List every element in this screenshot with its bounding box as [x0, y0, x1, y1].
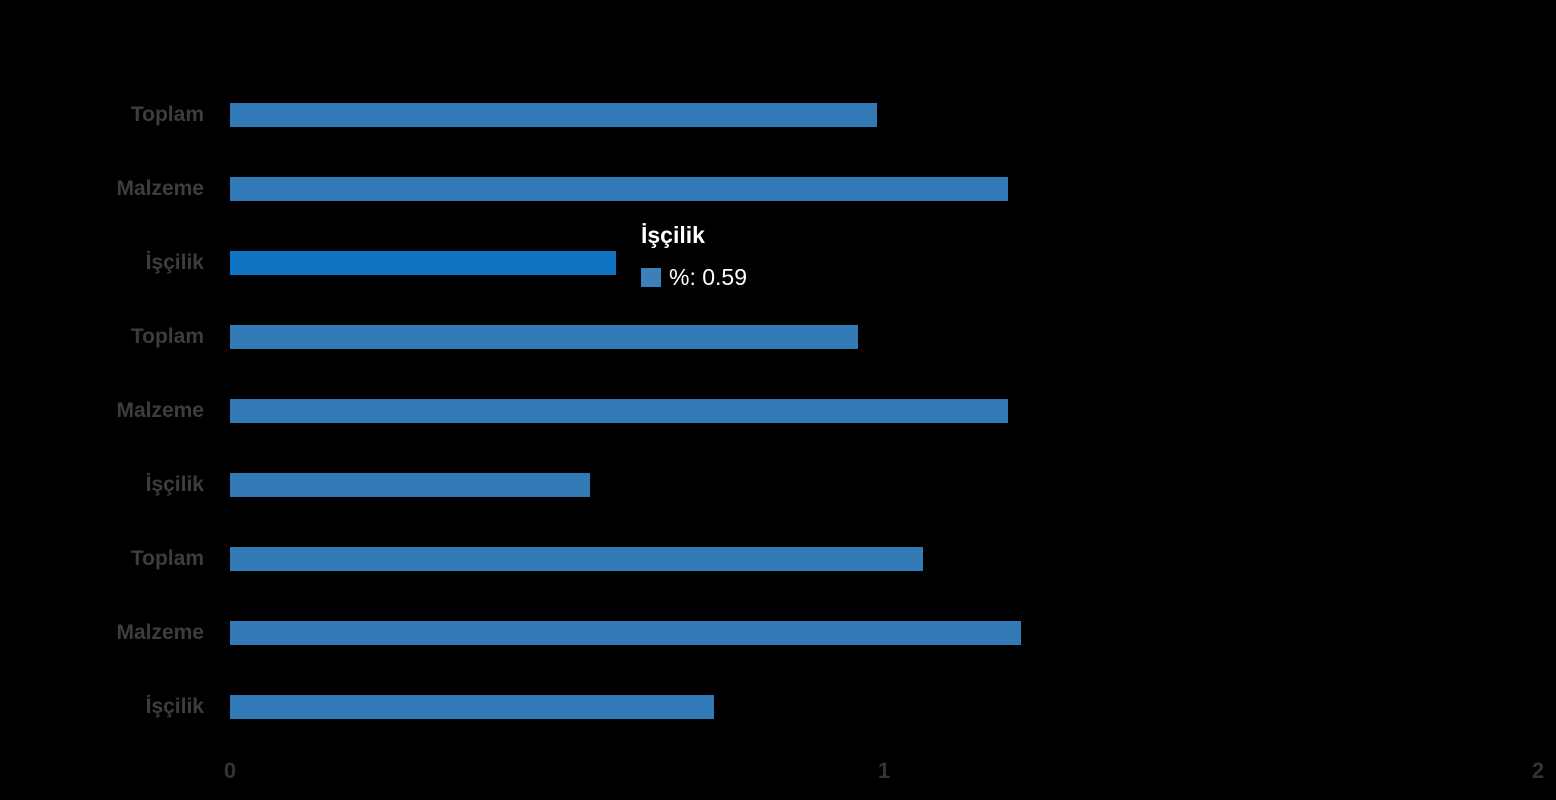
bar-i-ilik[interactable] [230, 695, 714, 719]
bar-i-ilik[interactable] [230, 473, 590, 497]
category-label: Toplam [130, 547, 204, 570]
bar-toplam[interactable] [230, 103, 877, 127]
category-label: Toplam [130, 103, 204, 126]
x-axis-tick: 1 [877, 758, 891, 783]
bar-toplam[interactable] [230, 547, 923, 571]
category-label: İşçilik [145, 695, 204, 718]
bar-malzeme[interactable] [230, 399, 1008, 423]
category-label: İşçilik [145, 473, 204, 496]
category-label: İşçilik [145, 251, 204, 274]
category-label: Malzeme [116, 177, 204, 200]
tooltip-title: İşçilik [641, 222, 705, 248]
bar-toplam[interactable] [230, 325, 858, 349]
legend-swatch-icon [641, 268, 661, 287]
bar-i-ilik[interactable] [230, 251, 616, 275]
category-label: Malzeme [116, 399, 204, 422]
x-axis-tick: 0 [223, 758, 237, 783]
tooltip: İşçilik %: 0.59 [641, 222, 747, 291]
category-label: Malzeme [116, 621, 204, 644]
x-axis-tick: 2 [1531, 758, 1545, 783]
bar-malzeme[interactable] [230, 621, 1021, 645]
category-label: Toplam [130, 325, 204, 348]
tooltip-value: %: 0.59 [669, 264, 747, 290]
tooltip-value-row: %: 0.59 [641, 264, 747, 291]
bar-malzeme[interactable] [230, 177, 1008, 201]
